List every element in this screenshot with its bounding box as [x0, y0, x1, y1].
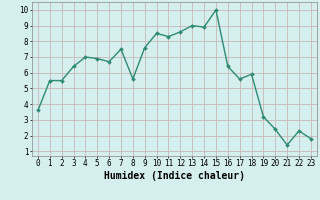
- X-axis label: Humidex (Indice chaleur): Humidex (Indice chaleur): [104, 171, 245, 181]
